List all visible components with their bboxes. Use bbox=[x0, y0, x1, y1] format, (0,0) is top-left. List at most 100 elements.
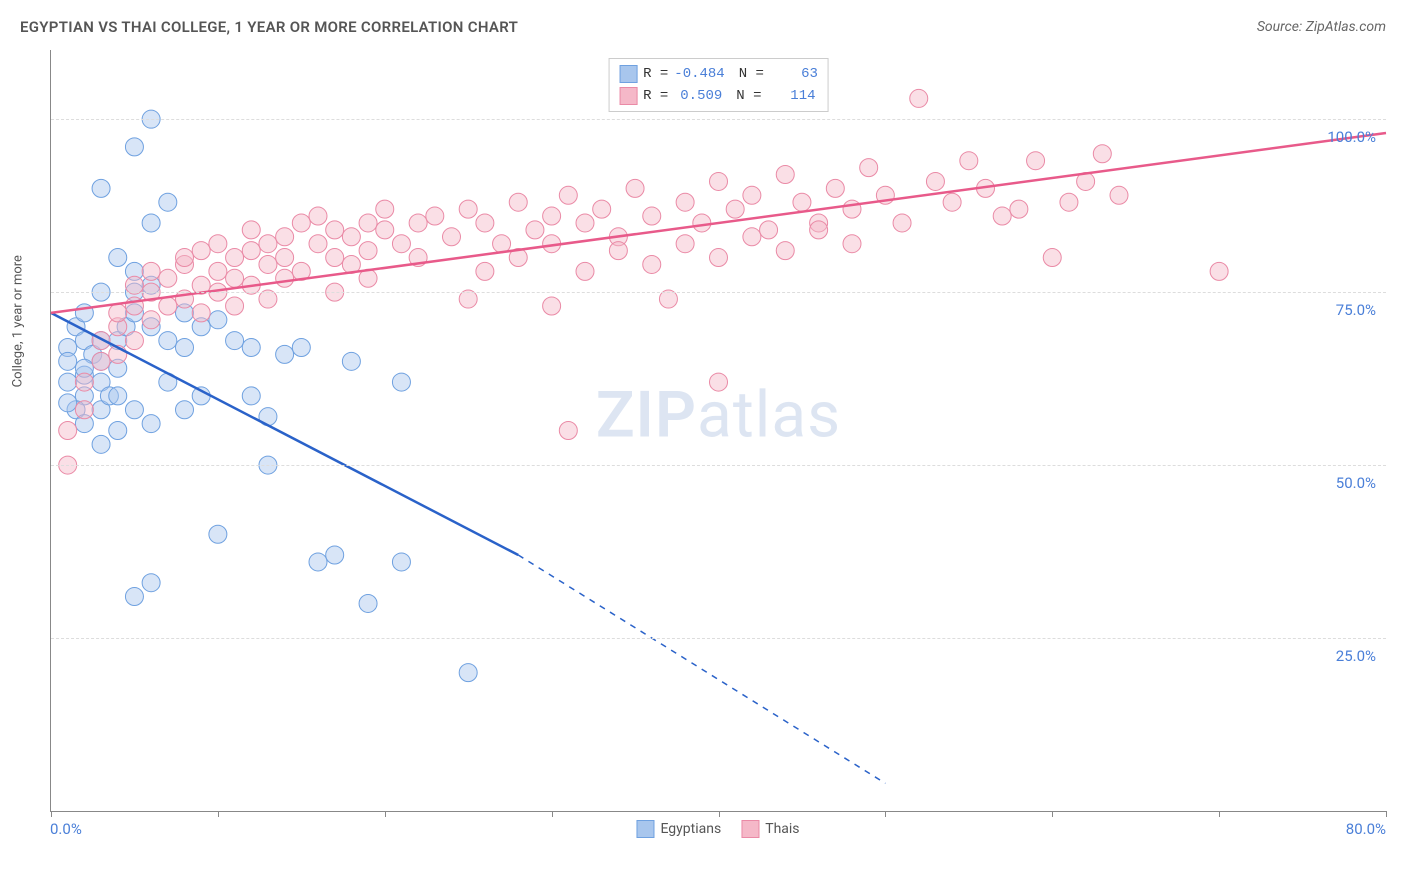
scatter-point bbox=[159, 297, 177, 315]
scatter-point bbox=[993, 207, 1011, 225]
scatter-point bbox=[109, 304, 127, 322]
scatter-point bbox=[1027, 152, 1045, 170]
scatter-point bbox=[843, 200, 861, 218]
scatter-point bbox=[259, 235, 277, 253]
scatter-point bbox=[342, 352, 360, 370]
scatter-point bbox=[192, 304, 210, 322]
scatter-point bbox=[459, 200, 477, 218]
scatter-point bbox=[643, 207, 661, 225]
scatter-point bbox=[142, 574, 160, 592]
scatter-point bbox=[309, 207, 327, 225]
scatter-point bbox=[743, 186, 761, 204]
scatter-point bbox=[326, 249, 344, 267]
scatter-point bbox=[860, 159, 878, 177]
scatter-point bbox=[1110, 186, 1128, 204]
scatter-point bbox=[326, 546, 344, 564]
scatter-point bbox=[710, 373, 728, 391]
scatter-point bbox=[125, 401, 143, 419]
scatter-point bbox=[326, 221, 344, 239]
scatter-point bbox=[693, 214, 711, 232]
scatter-point bbox=[1060, 193, 1078, 211]
scatter-point bbox=[726, 200, 744, 218]
chart-source: Source: ZipAtlas.com bbox=[1257, 19, 1386, 35]
legend-row-egyptians: R = -0.484 N = 63 bbox=[619, 63, 818, 85]
scatter-point bbox=[793, 193, 811, 211]
scatter-point bbox=[209, 262, 227, 280]
trend-line-dashed bbox=[518, 555, 885, 783]
scatter-point bbox=[626, 179, 644, 197]
chart-title: EGYPTIAN VS THAI COLLEGE, 1 YEAR OR MORE… bbox=[20, 18, 518, 36]
scatter-point bbox=[676, 193, 694, 211]
scatter-point bbox=[593, 200, 611, 218]
scatter-point bbox=[926, 172, 944, 190]
scatter-point bbox=[910, 89, 928, 107]
scatter-point bbox=[92, 435, 110, 453]
scatter-point bbox=[943, 193, 961, 211]
scatter-point bbox=[543, 297, 561, 315]
scatter-point bbox=[376, 200, 394, 218]
y-tick-label: 25.0% bbox=[1336, 647, 1376, 665]
scatter-point bbox=[459, 664, 477, 682]
scatter-point bbox=[543, 207, 561, 225]
scatter-point bbox=[276, 228, 294, 246]
scatter-point bbox=[342, 228, 360, 246]
scatter-point bbox=[109, 422, 127, 440]
scatter-point bbox=[960, 152, 978, 170]
scatter-point bbox=[1010, 200, 1028, 218]
scatter-point bbox=[176, 401, 194, 419]
scatter-point bbox=[209, 311, 227, 329]
scatter-point bbox=[276, 345, 294, 363]
scatter-point bbox=[142, 415, 160, 433]
y-axis-label: College, 1 year or more bbox=[11, 255, 26, 387]
legend-swatch-icon bbox=[741, 820, 759, 838]
scatter-point bbox=[776, 242, 794, 260]
scatter-point bbox=[59, 394, 77, 412]
scatter-point bbox=[226, 297, 244, 315]
scatter-point bbox=[142, 311, 160, 329]
y-tick-label: 100.0% bbox=[1327, 128, 1376, 146]
scatter-point bbox=[710, 249, 728, 267]
legend-item-thais: Thais bbox=[741, 820, 799, 838]
scatter-point bbox=[176, 338, 194, 356]
legend-item-egyptians: Egyptians bbox=[636, 820, 721, 838]
scatter-point bbox=[176, 249, 194, 267]
scatter-point bbox=[109, 249, 127, 267]
scatter-point bbox=[92, 179, 110, 197]
y-tick-label: 50.0% bbox=[1336, 474, 1376, 492]
scatter-point bbox=[159, 193, 177, 211]
scatter-point bbox=[576, 214, 594, 232]
correlation-legend: R = -0.484 N = 63 R = 0.509 N = 114 bbox=[608, 58, 829, 112]
scatter-point bbox=[526, 221, 544, 239]
scatter-svg bbox=[51, 50, 1386, 811]
scatter-point bbox=[259, 255, 277, 273]
scatter-point bbox=[226, 269, 244, 287]
scatter-point bbox=[760, 221, 778, 239]
scatter-point bbox=[75, 401, 93, 419]
scatter-point bbox=[392, 235, 410, 253]
scatter-point bbox=[309, 553, 327, 571]
scatter-point bbox=[159, 332, 177, 350]
scatter-point bbox=[192, 242, 210, 260]
scatter-point bbox=[125, 332, 143, 350]
scatter-point bbox=[843, 235, 861, 253]
scatter-point bbox=[810, 221, 828, 239]
scatter-point bbox=[1210, 262, 1228, 280]
scatter-point bbox=[276, 249, 294, 267]
scatter-point bbox=[242, 242, 260, 260]
scatter-point bbox=[609, 242, 627, 260]
scatter-point bbox=[159, 269, 177, 287]
scatter-point bbox=[59, 373, 77, 391]
scatter-point bbox=[209, 525, 227, 543]
scatter-point bbox=[242, 387, 260, 405]
scatter-point bbox=[226, 332, 244, 350]
scatter-point bbox=[242, 338, 260, 356]
scatter-point bbox=[826, 179, 844, 197]
scatter-point bbox=[409, 214, 427, 232]
scatter-point bbox=[309, 235, 327, 253]
series-legend: Egyptians Thais bbox=[636, 820, 799, 838]
scatter-point bbox=[426, 207, 444, 225]
scatter-point bbox=[1043, 249, 1061, 267]
scatter-point bbox=[676, 235, 694, 253]
scatter-point bbox=[209, 235, 227, 253]
scatter-point bbox=[75, 373, 93, 391]
